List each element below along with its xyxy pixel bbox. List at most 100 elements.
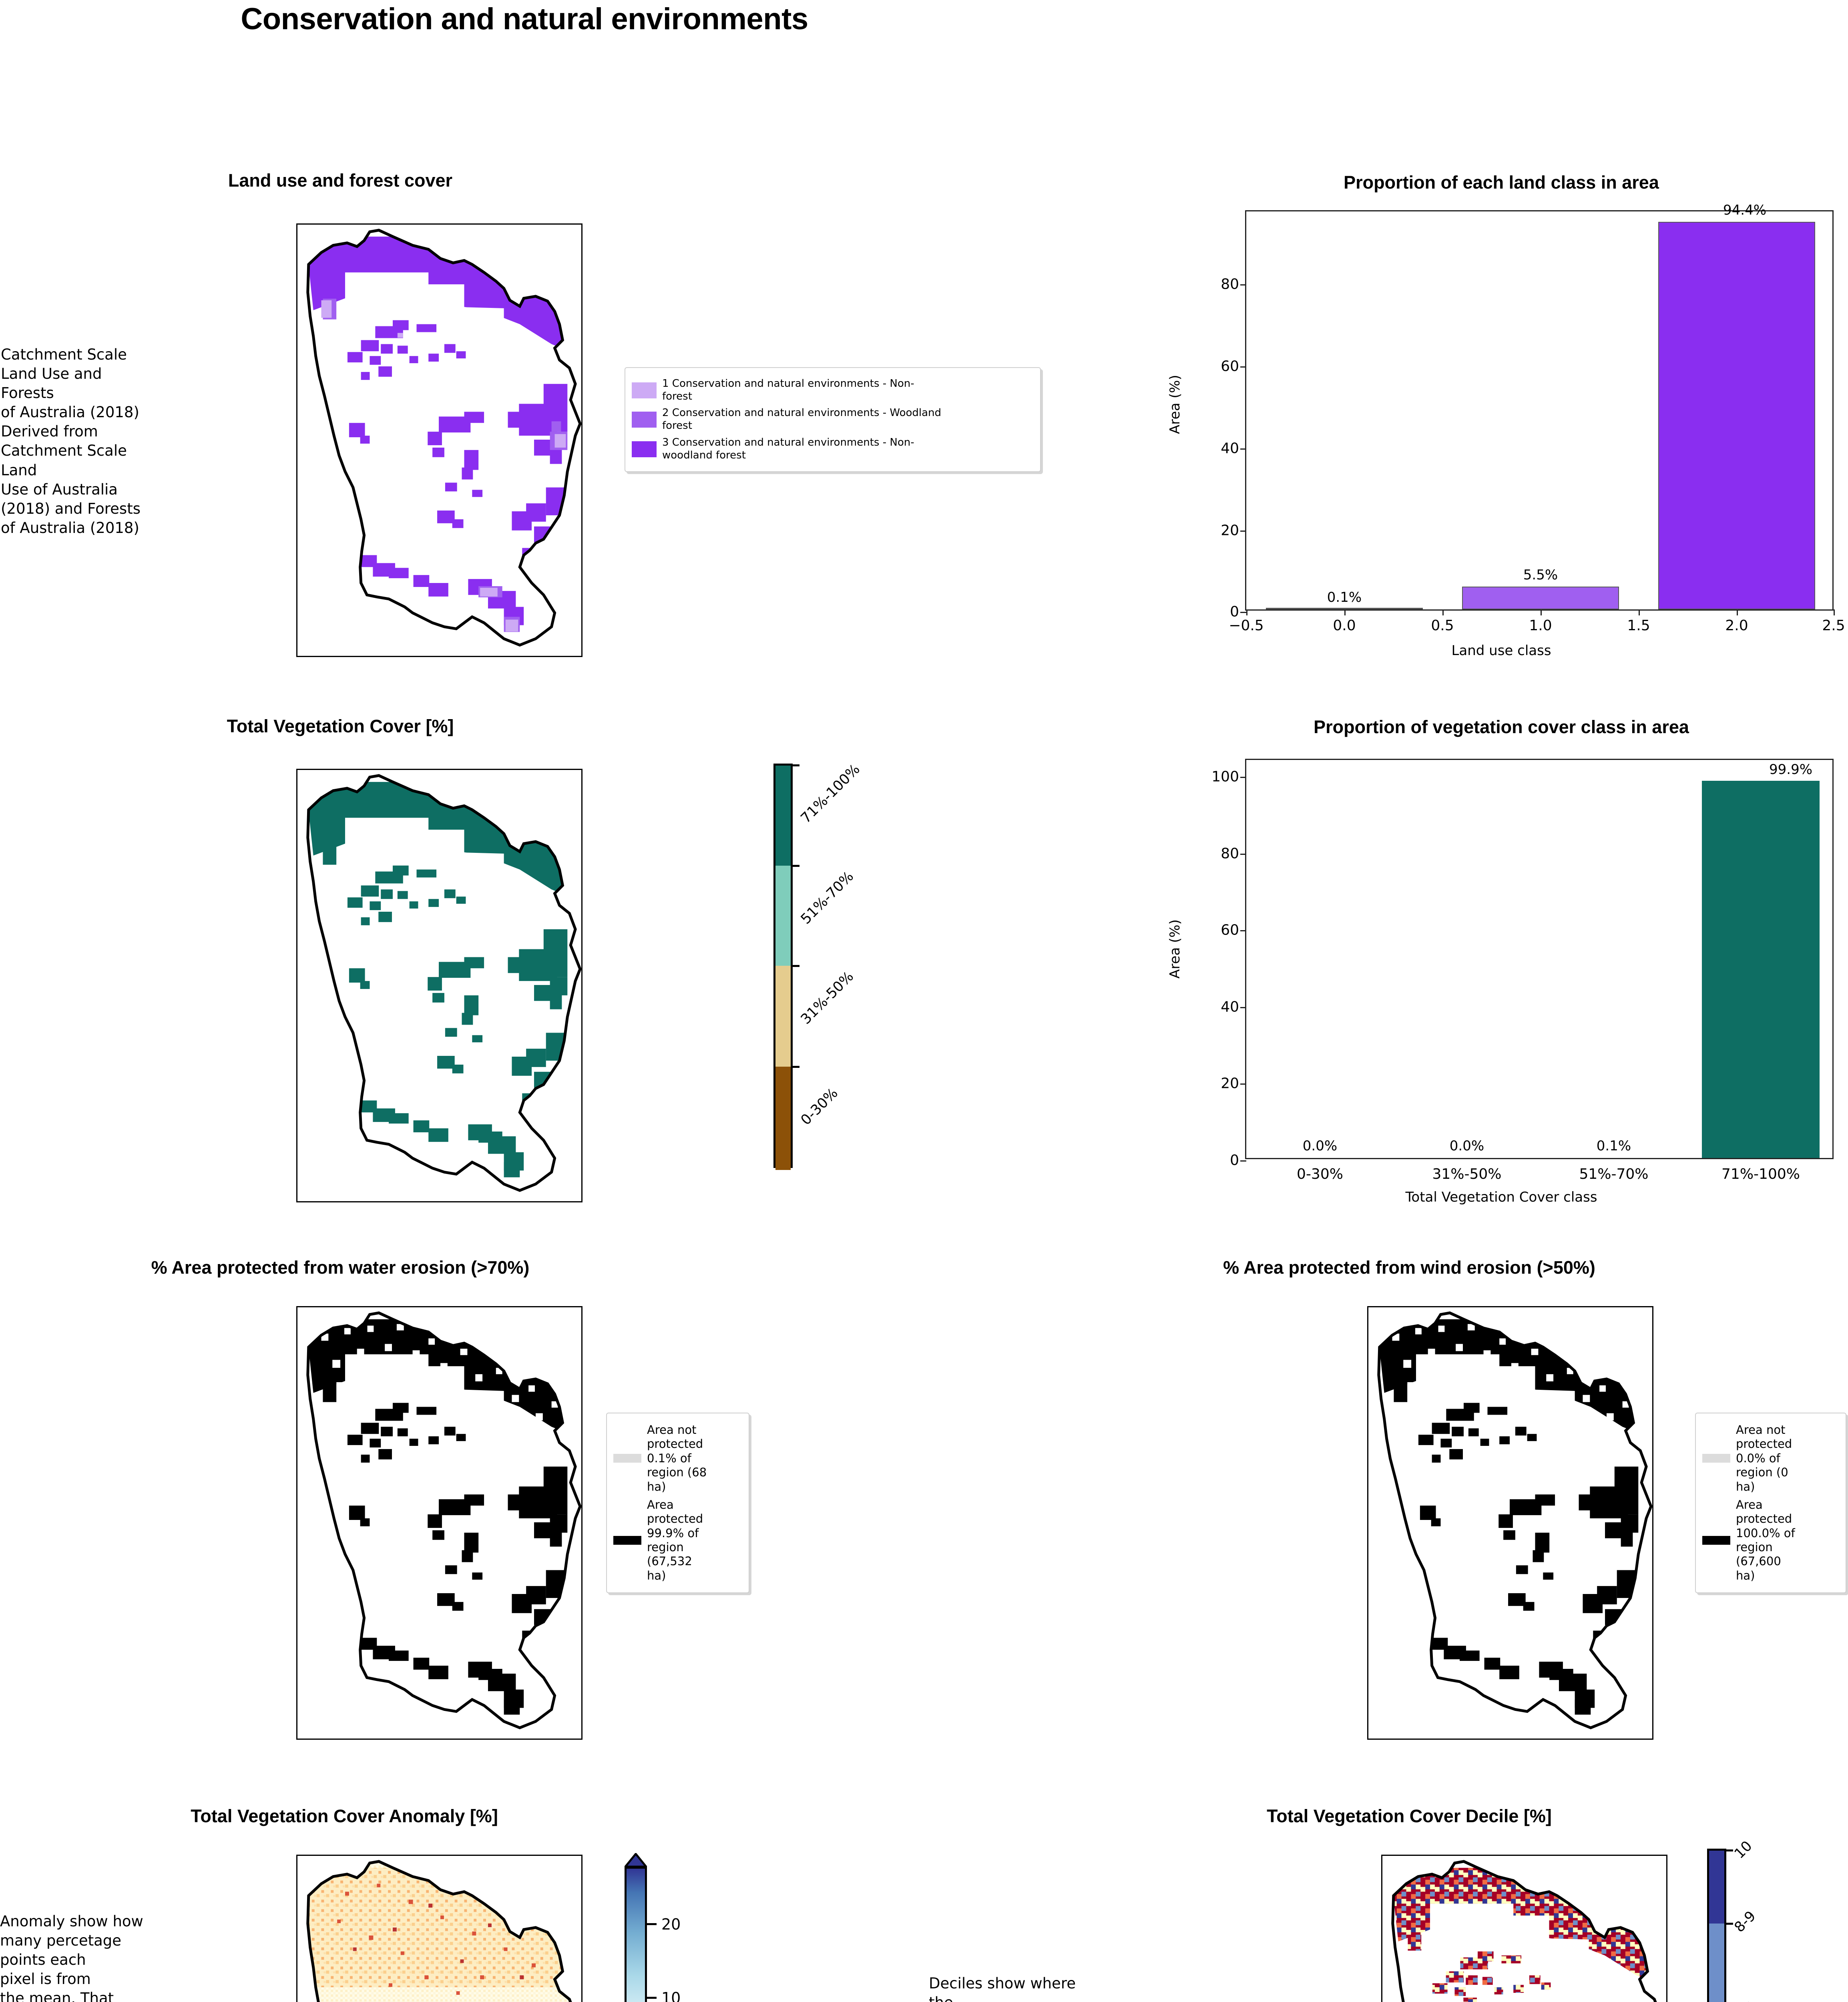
- page-title: Conservation and natural environments: [241, 2, 808, 36]
- colorbar-label-71-100: 71%-100%: [797, 761, 863, 827]
- region-boundary-and-raster: [306, 1860, 581, 2002]
- bar-label-class-1: 5.5%: [1523, 567, 1558, 583]
- x-tick-label: −0.5: [1229, 617, 1264, 634]
- x-tick-label: 0.5: [1431, 617, 1454, 634]
- x-tick-label: 0.0: [1333, 617, 1356, 634]
- chart-title: Proportion of each land class in area: [1344, 172, 1659, 193]
- legend-item: Area not protected 0.0% of region (0 ha): [1702, 1423, 1839, 1494]
- region-boundary-and-raster: [1377, 1311, 1652, 1729]
- wind-erosion-map-title: % Area protected from wind erosion (>50%…: [1223, 1257, 1595, 1278]
- bar-label-31-50: 0.0%: [1449, 1138, 1484, 1154]
- legend-swatch: [1702, 1536, 1730, 1545]
- anomaly-explanation-note: Anomaly show how many percetage points e…: [0, 1913, 143, 2002]
- bar-class-1: [1462, 587, 1619, 609]
- y-tick-label: 60: [1221, 922, 1239, 939]
- land-use-legend: 1 Conservation and natural environments …: [625, 367, 1041, 472]
- legend-label: Area not protected 0.0% of region (0 ha): [1736, 1423, 1792, 1493]
- chart-xlabel: Total Vegetation Cover class: [1405, 1189, 1597, 1205]
- anomaly-colorbar: 20 10 0 −10 −20: [617, 1853, 737, 2002]
- colorbar-gradient: [625, 1867, 647, 2002]
- decile-colorbar: 10 8-9 4-7 2-3 1: [1707, 1838, 1759, 2002]
- bar-label-class-2: 94.4%: [1723, 202, 1767, 218]
- colorbar-segment: [1709, 1924, 1724, 2002]
- colorbar-tick-20: 20: [661, 1916, 681, 1933]
- legend-swatch: [632, 412, 657, 428]
- wind-erosion-protection-map[interactable]: [1367, 1306, 1653, 1740]
- decile-explanation-note: Deciles show where the pixel value lies …: [929, 1975, 1076, 2002]
- colorbar-label-51-70: 51%-70%: [797, 868, 857, 928]
- region-boundary-and-raster: [306, 774, 581, 1192]
- y-tick-label: 40: [1221, 999, 1239, 1015]
- region-boundary-and-raster: [306, 1311, 581, 1729]
- y-tick-label: 20: [1221, 522, 1239, 539]
- x-tick-label: 51%-70%: [1579, 1166, 1649, 1182]
- vegetation-cover-anomaly-map[interactable]: [296, 1855, 583, 2002]
- bar-class-2: [1658, 222, 1815, 609]
- water-erosion-map-title: % Area protected from water erosion (>70…: [151, 1257, 530, 1278]
- legend-label: 1 Conservation and natural environments …: [662, 378, 914, 402]
- legend-label: 2 Conservation and natural environments …: [662, 407, 942, 432]
- decile-map-title: Total Vegetation Cover Decile [%]: [1267, 1806, 1552, 1826]
- y-tick-label: 100: [1211, 768, 1239, 785]
- colorbar-segment: [775, 1067, 791, 1170]
- colorbar-tick-10: 10: [661, 1989, 681, 2002]
- bar-label-71-100: 99.9%: [1769, 762, 1813, 778]
- bar-class-0: [1266, 608, 1423, 609]
- x-tick-label: 1.0: [1529, 617, 1552, 634]
- legend-swatch: [632, 382, 657, 398]
- vegetation-cover-colorbar: 71%-100% 51%-70% 31%-50% 0-30%: [773, 761, 863, 1170]
- region-boundary-and-raster: [306, 229, 581, 647]
- land-use-forest-cover-map[interactable]: [296, 223, 583, 657]
- legend-label: Area not protected 0.1% of region (68 ha…: [647, 1423, 707, 1493]
- vegetation-cover-class-proportion-chart: Proportion of vegetation cover class in …: [1161, 717, 1842, 1209]
- x-tick-label: 1.5: [1627, 617, 1650, 634]
- chart-ylabel: Area (%): [1167, 375, 1183, 434]
- land-class-proportion-chart: Proportion of each land class in area Ar…: [1161, 172, 1845, 665]
- chart-title: Proportion of vegetation cover class in …: [1314, 717, 1689, 737]
- veg-cover-map-title: Total Vegetation Cover [%]: [227, 716, 454, 736]
- x-tick-label: 2.0: [1725, 617, 1748, 634]
- land-use-source-note: Catchment Scale Land Use and Forests of …: [1, 346, 141, 537]
- bar-label-0-30: 0.0%: [1302, 1138, 1338, 1154]
- legend-swatch: [1702, 1454, 1730, 1463]
- colorbar-label-10: 10: [1731, 1838, 1756, 1862]
- vegetation-cover-decile-map[interactable]: [1381, 1855, 1667, 2002]
- legend-item: Area not protected 0.1% of region (68 ha…: [613, 1423, 742, 1494]
- region-boundary-and-raster: [1391, 1860, 1665, 2002]
- chart-plot-area: 80 60 40 20 0 −0.5 0.0 0.5 1.0 1.5 2.0 2…: [1221, 202, 1845, 634]
- y-tick-label: 80: [1221, 276, 1239, 293]
- water-erosion-protection-map[interactable]: [296, 1306, 583, 1740]
- y-tick-label: 0: [1230, 603, 1239, 620]
- legend-item: 1 Conservation and natural environments …: [632, 378, 1034, 403]
- y-tick-label: 20: [1221, 1075, 1239, 1092]
- colorbar-label-0-30: 0-30%: [797, 1085, 841, 1129]
- legend-swatch: [632, 441, 657, 457]
- x-tick-label: 31%-50%: [1432, 1166, 1502, 1182]
- y-tick-label: 0: [1230, 1152, 1239, 1169]
- bar-label-class-0: 0.1%: [1327, 589, 1362, 605]
- legend-item: Area protected 100.0% of region (67,600 …: [1702, 1498, 1839, 1583]
- chart-plot-area: 100 80 60 40 20 0 0-30% 31%-50% 51%-70% …: [1211, 759, 1834, 1182]
- legend-label: 3 Conservation and natural environments …: [662, 436, 914, 461]
- legend-item: 3 Conservation and natural environments …: [632, 436, 1034, 462]
- land-use-map-title: Land use and forest cover: [228, 170, 453, 191]
- colorbar-segment: [775, 866, 791, 966]
- x-tick-label: 2.5: [1822, 617, 1845, 634]
- colorbar-label-4-7: 4-7: [1731, 1999, 1759, 2002]
- colorbar-segment: [775, 766, 791, 866]
- water-erosion-legend: Area not protected 0.1% of region (68 ha…: [606, 1413, 749, 1594]
- total-vegetation-cover-map[interactable]: [296, 769, 583, 1202]
- legend-label: Area protected 100.0% of region (67,600 …: [1736, 1497, 1795, 1582]
- legend-item: Area protected 99.9% of region (67,532 h…: [613, 1498, 742, 1583]
- x-tick-label: 71%-100%: [1721, 1166, 1800, 1182]
- colorbar-label-8-9: 8-9: [1731, 1908, 1759, 1936]
- legend-label: Area protected 99.9% of region (67,532 h…: [647, 1497, 703, 1582]
- colorbar-extend-up-arrow: [625, 1853, 647, 1867]
- y-tick-label: 60: [1221, 358, 1239, 375]
- bar-71-100: [1702, 781, 1820, 1158]
- wind-erosion-legend: Area not protected 0.0% of region (0 ha)…: [1695, 1413, 1846, 1594]
- y-tick-label: 40: [1221, 440, 1239, 457]
- legend-swatch: [613, 1454, 641, 1463]
- colorbar-label-31-50: 31%-50%: [797, 968, 857, 1028]
- colorbar-segment: [1709, 1851, 1724, 1924]
